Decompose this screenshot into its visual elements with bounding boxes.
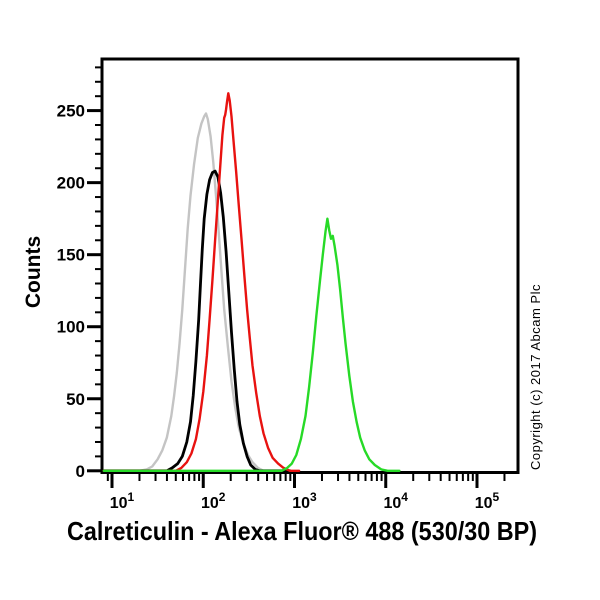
- series-red: [102, 92, 301, 472]
- y-axis-ticks: 0 50 100 150 200 250: [57, 66, 102, 481]
- x-tick-label: 102: [201, 490, 226, 512]
- y-tick-label: 0: [76, 462, 85, 481]
- x-tick-label: 101: [110, 490, 135, 512]
- x-axis-ticks: 101 102 103 104 105: [106, 474, 506, 512]
- y-tick-label: 100: [57, 318, 85, 337]
- y-tick-label: 150: [57, 246, 85, 265]
- y-axis-title: Counts: [22, 236, 45, 308]
- plot-border: [100, 57, 520, 474]
- x-tick-label: 103: [292, 490, 317, 512]
- series-black: [102, 169, 292, 473]
- series-gray: [102, 112, 292, 472]
- x-tick-label: 105: [475, 490, 500, 512]
- x-tick-label: 104: [384, 490, 409, 512]
- copyright-text: Copyright (c) 2017 Abcam Plc: [528, 284, 543, 470]
- x-axis-title: Calreticulin - Alexa Fluor® 488 (530/30 …: [67, 516, 537, 546]
- series-green: [102, 217, 401, 472]
- histogram-curves: [102, 92, 401, 473]
- y-tick-label: 50: [66, 390, 85, 409]
- y-tick-label: 200: [57, 174, 85, 193]
- plot-frame: [100, 57, 520, 474]
- y-tick-label: 250: [57, 102, 85, 121]
